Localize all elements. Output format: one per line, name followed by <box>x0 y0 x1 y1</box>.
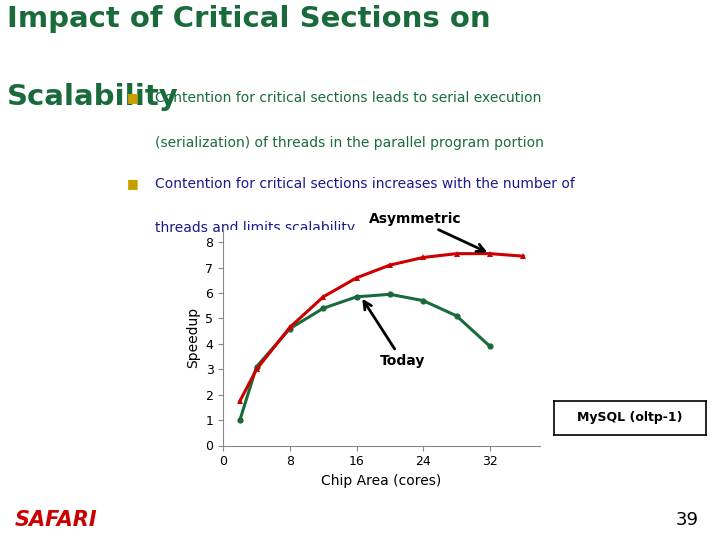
Text: Asymmetric: Asymmetric <box>369 212 485 252</box>
Text: 39: 39 <box>675 511 698 529</box>
Text: threads and limits scalability: threads and limits scalability <box>156 220 356 234</box>
Text: Scalability: Scalability <box>7 84 179 111</box>
Text: Today: Today <box>364 301 425 368</box>
Text: (serialization) of threads in the parallel program portion: (serialization) of threads in the parall… <box>156 136 544 150</box>
Text: ■: ■ <box>127 177 139 190</box>
Text: ■: ■ <box>127 91 139 104</box>
Text: MySQL (oltp-1): MySQL (oltp-1) <box>577 411 683 424</box>
Text: Contention for critical sections leads to serial execution: Contention for critical sections leads t… <box>156 91 541 105</box>
X-axis label: Chip Area (cores): Chip Area (cores) <box>321 474 442 488</box>
Text: SAFARI: SAFARI <box>14 510 97 530</box>
Text: Impact of Critical Sections on: Impact of Critical Sections on <box>7 5 491 33</box>
Text: Contention for critical sections increases with the number of: Contention for critical sections increas… <box>156 177 575 191</box>
Y-axis label: Speedup: Speedup <box>186 307 200 368</box>
